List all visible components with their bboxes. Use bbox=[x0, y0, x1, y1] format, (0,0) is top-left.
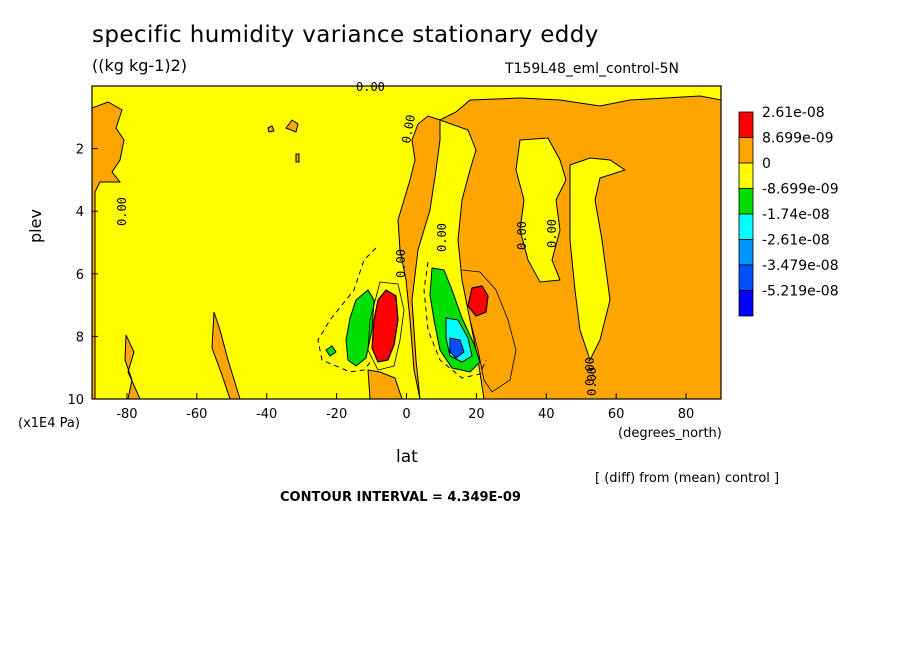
contour-label: 0.00 bbox=[515, 221, 529, 250]
contour-negative-south bbox=[317, 247, 377, 373]
diff-note: [ (diff) from (mean) control ] bbox=[595, 471, 780, 486]
contour-label: 0.00 bbox=[545, 219, 559, 248]
contour-label: 0.00 bbox=[585, 367, 599, 396]
field-dot-3 bbox=[295, 153, 300, 163]
field-positive-lobe-south bbox=[371, 289, 399, 363]
x-axis-label: lat bbox=[396, 447, 418, 467]
colorbar-swatch bbox=[738, 264, 754, 291]
colorbar-label: -1.74e-08 bbox=[762, 207, 830, 223]
x-tick-label: 60 bbox=[608, 407, 625, 422]
field-near-zero-south bbox=[92, 86, 721, 399]
x-tick-label: 20 bbox=[468, 407, 485, 422]
y-tick-label: 10 bbox=[67, 393, 84, 408]
field-near-zero-north bbox=[515, 137, 567, 283]
colorbar-swatch bbox=[738, 290, 754, 317]
colorbar-swatch bbox=[738, 213, 754, 240]
colorbar-label: 0 bbox=[762, 156, 771, 172]
y-tick-label: 6 bbox=[76, 268, 84, 283]
colorbar-label: -3.479e-08 bbox=[762, 258, 839, 274]
contour-label: 0.00 bbox=[583, 357, 597, 386]
y-axis: 2 4 6 8 10 bbox=[67, 143, 98, 408]
colorbar-swatch bbox=[738, 162, 754, 189]
x-tick-label: 40 bbox=[538, 407, 555, 422]
colorbar-label: -5.219e-08 bbox=[762, 284, 839, 300]
colorbar-swatch bbox=[738, 137, 754, 164]
contour-label: 0.00 bbox=[394, 249, 408, 278]
field-negative-core-blue bbox=[449, 337, 465, 359]
field-negative-dot bbox=[325, 345, 337, 357]
contour-label: 0.00 bbox=[356, 80, 385, 94]
contour-positive-north bbox=[461, 269, 517, 393]
colorbar-label: -8.699e-09 bbox=[762, 182, 839, 198]
x-axis: -80 -60 -40 -20 0 20 40 60 80 bbox=[116, 393, 694, 422]
y-tick-label: 8 bbox=[76, 330, 84, 345]
contour-label: 0.00 bbox=[115, 197, 129, 226]
x-tick-label: -80 bbox=[116, 407, 137, 422]
field-near-zero-north-2 bbox=[569, 157, 627, 362]
colorbar-label: -2.61e-08 bbox=[762, 233, 830, 249]
x-tick-label: -40 bbox=[256, 407, 277, 422]
y-tick-label: 2 bbox=[76, 143, 84, 158]
chart-units: ((kg kg-1)2) bbox=[92, 56, 188, 75]
field-dot-2 bbox=[267, 125, 275, 133]
chart-title: specific humidity variance stationary ed… bbox=[92, 22, 599, 48]
field-dot-1 bbox=[285, 119, 299, 133]
x-tick-label: -20 bbox=[326, 407, 347, 422]
y-tick-label: 4 bbox=[76, 205, 84, 220]
x-axis-units: (degrees_north) bbox=[618, 426, 722, 441]
contour-label: 0.00 bbox=[435, 223, 449, 252]
run-label: T159L48_eml_control-5N bbox=[505, 61, 679, 77]
contour-negative-north bbox=[423, 261, 487, 379]
x-tick-label: 80 bbox=[678, 407, 695, 422]
colorbar-label: 2.61e-08 bbox=[762, 105, 825, 121]
colorbar-swatch bbox=[738, 188, 754, 215]
contour-interval: CONTOUR INTERVAL = 4.349E-09 bbox=[280, 490, 521, 505]
colorbar-swatch bbox=[738, 239, 754, 266]
contour-label: 0.00 bbox=[399, 114, 418, 145]
contour-labels: 0.00 0.00 0.00 0.00 0.00 0.00 0.00 0.00 … bbox=[115, 80, 599, 396]
colorbar-label: 8.699e-09 bbox=[762, 131, 834, 147]
y-axis-units: (x1E4 Pa) bbox=[18, 416, 80, 431]
colorbar-legend: 2.61e-08 8.699e-09 0 -8.699e-09 -1.74e-08 -2.… bbox=[738, 105, 839, 317]
x-tick-label: 0 bbox=[402, 407, 410, 422]
field-negative-lobe-south bbox=[345, 289, 375, 367]
field-positive-lobe-north bbox=[467, 285, 489, 317]
x-tick-label: -60 bbox=[186, 407, 207, 422]
contour-positive-south bbox=[367, 281, 405, 371]
colorbar-swatch bbox=[738, 111, 754, 138]
